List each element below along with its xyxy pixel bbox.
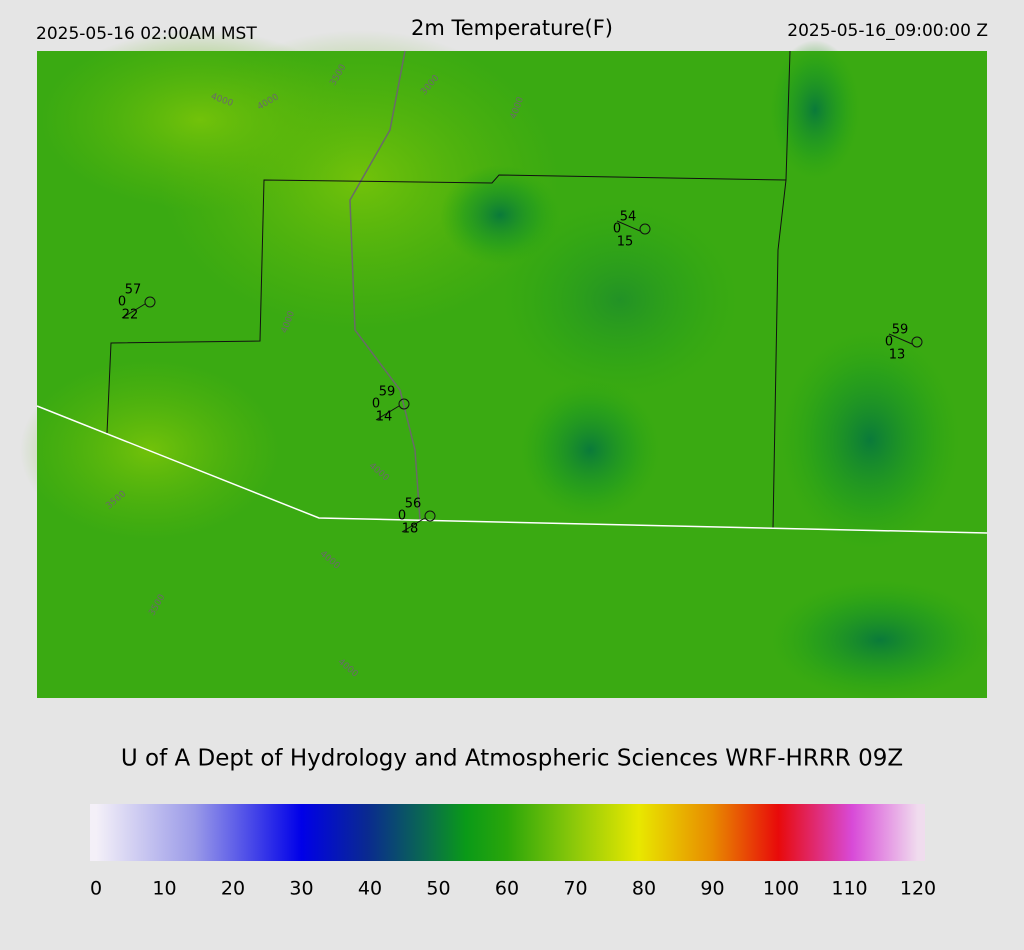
wind-barb [401, 517, 426, 533]
valid-time: 2025-05-16_09:00:00 Z [787, 21, 988, 41]
station-left-value: 0 [372, 397, 380, 412]
station-temperature: 59 [892, 323, 909, 338]
station-bottom-value: 18 [402, 522, 419, 537]
terrain-shade [40, 30, 360, 210]
map-title: 2m Temperature(F) [411, 16, 613, 40]
colorbar-tick-label: 20 [221, 878, 245, 900]
colorbar-tick-label: 70 [563, 878, 587, 900]
terrain-shade [20, 360, 280, 540]
station-left-value: 0 [118, 295, 126, 310]
colorbar-tick-label: 40 [358, 878, 382, 900]
terrain-shade [500, 200, 740, 400]
credit: U of A Dept of Hydrology and Atmospheric… [121, 746, 903, 772]
colorbar-tick-label: 100 [763, 878, 799, 900]
wind-barb [616, 220, 641, 232]
station-marker [144, 296, 156, 308]
station-bottom-value: 14 [376, 410, 393, 425]
station-left-value: 0 [613, 222, 621, 237]
colorbar-tick-label: 50 [426, 878, 450, 900]
station-temperature: 59 [379, 385, 396, 400]
colorbar-tick-label: 120 [900, 878, 936, 900]
station-marker [911, 336, 923, 348]
station-bottom-value: 15 [617, 235, 634, 250]
station-marker [639, 223, 651, 235]
boundary [106, 174, 787, 529]
station-temperature: 54 [620, 210, 637, 225]
colorbar-tick-label: 110 [831, 878, 867, 900]
wind-barb [888, 333, 913, 345]
station-bottom-value: 13 [889, 348, 906, 363]
wind-barb [375, 405, 400, 421]
terrain-shade [520, 380, 660, 520]
terrain-shade [770, 40, 860, 180]
station-bottom-value: 22 [122, 308, 139, 323]
station-marker [424, 510, 436, 522]
boundary [785, 50, 791, 181]
colorbar-tick-label: 80 [632, 878, 656, 900]
border [36, 405, 988, 534]
colorbar-tick-label: 30 [289, 878, 313, 900]
colorbar-tick-label: 0 [90, 878, 102, 900]
colorbar-tick-label: 10 [152, 878, 176, 900]
terrain-shade [780, 330, 960, 550]
station-temperature: 56 [405, 497, 422, 512]
colorbar [90, 804, 925, 861]
colorbar-tick-label: 90 [700, 878, 724, 900]
station-left-value: 0 [885, 335, 893, 350]
station-temperature: 57 [125, 283, 142, 298]
wind-barb [121, 303, 146, 319]
terrain-shade [770, 580, 990, 700]
map [20, 30, 990, 700]
colorbar-tick-label: 60 [495, 878, 519, 900]
station-marker [398, 398, 410, 410]
river [349, 50, 421, 521]
station-left-value: 0 [398, 509, 406, 524]
